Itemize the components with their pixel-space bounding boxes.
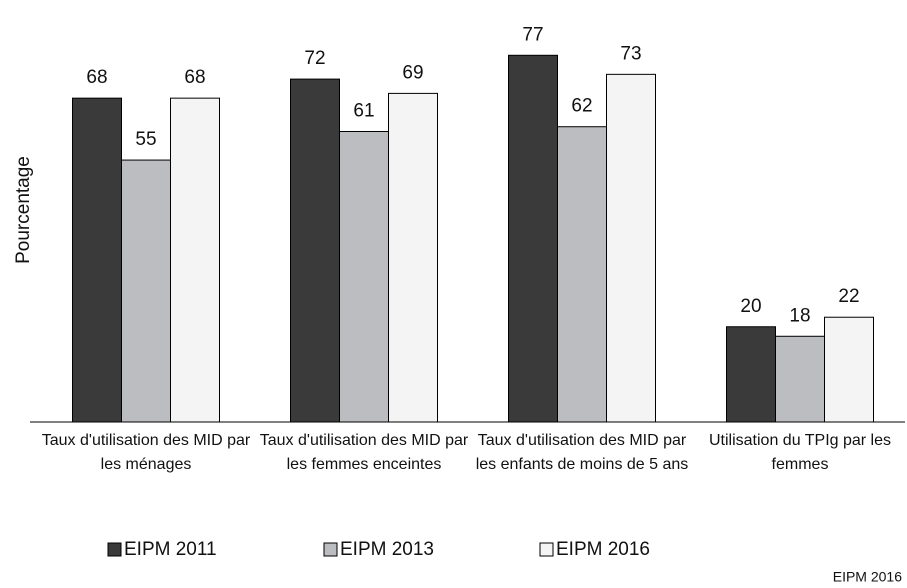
bar (726, 326, 776, 423)
legend-label: EIPM 2016 (556, 539, 650, 560)
legend-label: EIPM 2013 (340, 539, 434, 560)
bar (121, 159, 171, 423)
data-label: 22 (838, 286, 859, 307)
data-label: 68 (86, 67, 107, 88)
x-tick-label: Taux d'utilisation des MID par les enfan… (475, 432, 689, 473)
data-label: 72 (304, 48, 325, 69)
source: EIPM 2016 (833, 569, 902, 585)
bar (72, 97, 122, 423)
bar (388, 92, 438, 423)
data-label: 61 (353, 101, 374, 122)
bar (557, 126, 607, 423)
bar (290, 78, 340, 423)
bar (508, 54, 558, 423)
legend-swatch (107, 542, 122, 557)
data-label: 73 (620, 43, 641, 64)
y-axis-label: Pourcentage (13, 156, 34, 264)
bar (170, 97, 220, 423)
data-label: 55 (135, 129, 156, 150)
legend-label: EIPM 2011 (124, 539, 217, 560)
bar (824, 316, 874, 423)
x-tick-label: Utilisation du TPIg par les femmes (708, 432, 891, 473)
legend-swatch (539, 542, 554, 557)
bar (339, 130, 389, 423)
data-label: 77 (522, 24, 543, 45)
bar (606, 73, 656, 423)
data-label: 20 (740, 296, 761, 317)
x-tick-label: Taux d'utilisation des MID par les ménag… (41, 432, 251, 473)
legend-swatch (323, 542, 338, 557)
data-label: 62 (571, 96, 592, 117)
data-label: 18 (789, 305, 810, 326)
data-label: 69 (402, 62, 423, 83)
data-label: 68 (184, 67, 205, 88)
x-tick-label: Taux d'utilisation des MID par les femme… (259, 432, 469, 473)
bar (775, 335, 825, 423)
